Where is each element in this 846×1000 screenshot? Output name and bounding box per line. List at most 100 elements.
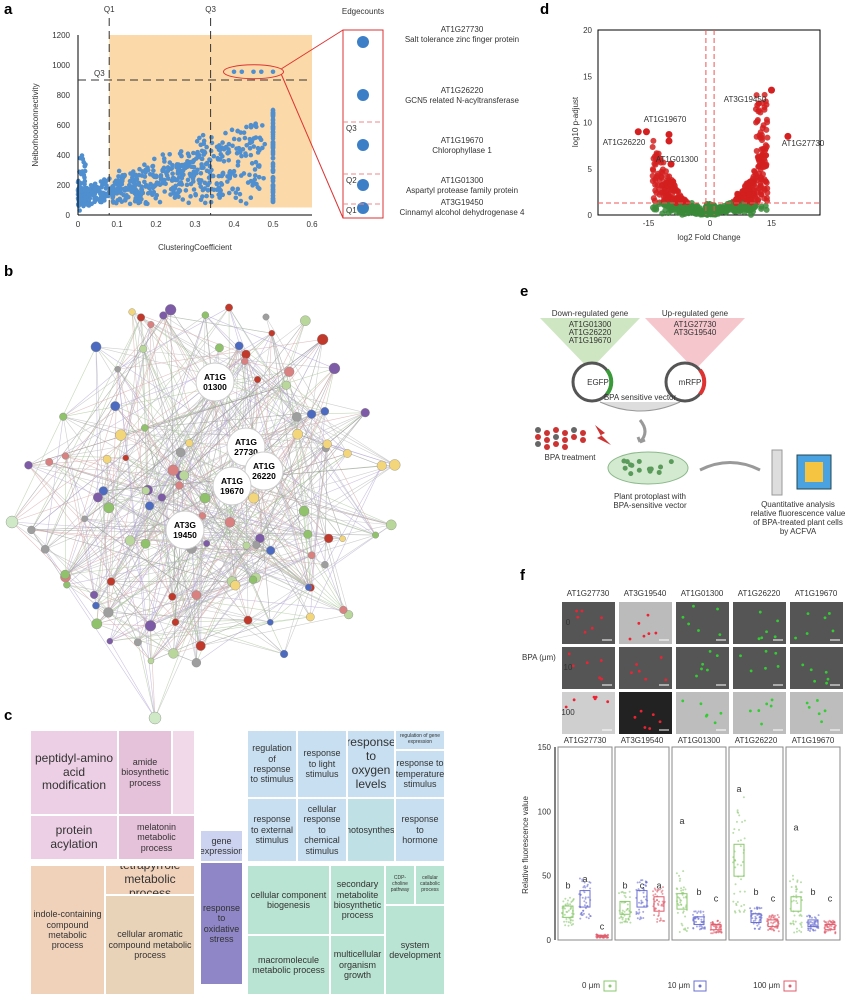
- network-edge: [327, 412, 366, 445]
- scatter-dot: [202, 180, 208, 186]
- cell-signal: [654, 631, 658, 635]
- cell-signal: [704, 714, 708, 718]
- scatter-dot: [166, 176, 171, 181]
- strip-dot: [570, 924, 573, 927]
- scatter-dot: [119, 177, 125, 183]
- strip-dot: [580, 911, 583, 914]
- volcano-dot: [745, 191, 752, 198]
- cell-signal: [708, 649, 712, 653]
- molecule-atom: [535, 441, 541, 447]
- image-row-label: 0: [566, 618, 571, 627]
- up-title: Up-regulated gene: [662, 309, 729, 318]
- treemap-cell: response to oxidative stress: [200, 862, 243, 985]
- scatter-dot: [91, 193, 97, 198]
- network-edge: [93, 594, 139, 643]
- strip-dot: [736, 810, 739, 813]
- strip-dot: [638, 881, 641, 884]
- scatter-dot: [133, 172, 139, 178]
- scatter-dot: [243, 201, 249, 206]
- strip-dot: [685, 929, 688, 932]
- scatter-dot: [82, 175, 87, 180]
- volcano-dot: [651, 206, 658, 213]
- network-edge: [283, 587, 311, 655]
- network-edge: [145, 315, 206, 491]
- treemap-cell: response to temperature stimulus: [395, 750, 445, 798]
- cell-signal: [765, 630, 768, 634]
- strip-dot: [563, 913, 566, 916]
- micrograph: [790, 647, 843, 689]
- cell-signal: [719, 711, 723, 715]
- legend-swatch: [603, 980, 617, 992]
- y-tick-label: 50: [542, 872, 551, 881]
- scatter-dot: [167, 151, 172, 157]
- cell-signal: [659, 656, 663, 659]
- strip-dot: [770, 921, 773, 924]
- cell-signal: [805, 701, 809, 705]
- scatter-dot: [270, 118, 276, 123]
- cell-signal: [765, 702, 769, 706]
- scatter-dot: [119, 199, 125, 204]
- scatter-dot: [180, 197, 186, 202]
- network-edge: [296, 416, 376, 536]
- volcano-dot: [652, 161, 659, 168]
- scatter-dot: [165, 168, 171, 174]
- scatter-dot: [215, 157, 221, 162]
- strip-dot: [697, 917, 700, 920]
- network-node: [195, 640, 206, 651]
- volcano-dot: [753, 175, 760, 182]
- strip-dot: [743, 909, 746, 912]
- network-edge: [228, 307, 298, 418]
- network-node: [300, 315, 311, 326]
- scatter-dot: [176, 189, 181, 195]
- network-edge: [180, 412, 366, 453]
- strip-dot: [580, 914, 583, 917]
- strip-dot: [640, 917, 643, 920]
- strip-dot: [642, 891, 645, 894]
- network-node: [145, 501, 155, 511]
- scatter-dot: [251, 69, 256, 75]
- strip-dot: [586, 883, 589, 886]
- strip-dot: [703, 927, 706, 930]
- network-node: [124, 535, 136, 546]
- network-node: [179, 470, 190, 481]
- cell-signal: [809, 668, 813, 672]
- scatter-dot: [216, 173, 222, 179]
- strip-dot: [628, 890, 631, 893]
- x-tick-label: 0.5: [267, 220, 279, 229]
- cell-signal: [760, 636, 764, 640]
- box: [579, 890, 591, 908]
- strip-dot: [735, 902, 738, 905]
- strip-dot: [587, 896, 590, 899]
- image-column-header: AT1G26220: [738, 589, 781, 598]
- network-edge: [62, 416, 197, 596]
- strip-dot: [571, 919, 574, 922]
- scatter-dot: [211, 153, 217, 159]
- network-node: [262, 313, 270, 321]
- network-edge: [150, 324, 247, 546]
- significance-letter: b: [565, 881, 570, 891]
- network-edge: [31, 317, 142, 531]
- strip-dot: [680, 887, 683, 890]
- network-edge: [44, 549, 98, 625]
- scatter-dot: [218, 188, 224, 193]
- micrograph: [562, 647, 615, 689]
- strip-dot: [732, 831, 735, 834]
- strip-dot: [680, 922, 683, 925]
- scatter-dot: [78, 188, 84, 194]
- scatter-dot: [260, 123, 265, 128]
- facet-frame: [614, 746, 670, 941]
- strip-dot: [642, 895, 645, 898]
- network-node: [248, 492, 260, 504]
- x-axis-label: ClusteringCoefficient: [158, 243, 232, 252]
- volcano-dot: [763, 194, 770, 201]
- molecule-atom: [544, 444, 550, 450]
- network-node: [268, 329, 276, 337]
- strip-dot: [720, 931, 723, 934]
- volcano-dot: [673, 199, 680, 206]
- quartile-label: Q3: [205, 5, 216, 14]
- strip-dot: [777, 916, 780, 919]
- strip-dot: [732, 900, 735, 903]
- strip-dot: [734, 859, 737, 862]
- gene-label: AT1G19670: [644, 115, 687, 124]
- scatter-dot: [223, 130, 228, 136]
